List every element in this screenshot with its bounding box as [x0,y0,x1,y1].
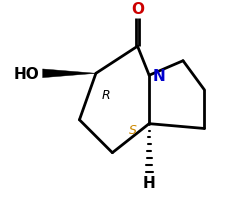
Text: O: O [131,2,144,17]
Text: HO: HO [14,67,40,81]
Text: N: N [153,68,166,83]
Text: H: H [143,175,156,190]
Polygon shape [43,70,96,78]
Text: S: S [129,123,137,136]
Text: R: R [101,89,110,102]
